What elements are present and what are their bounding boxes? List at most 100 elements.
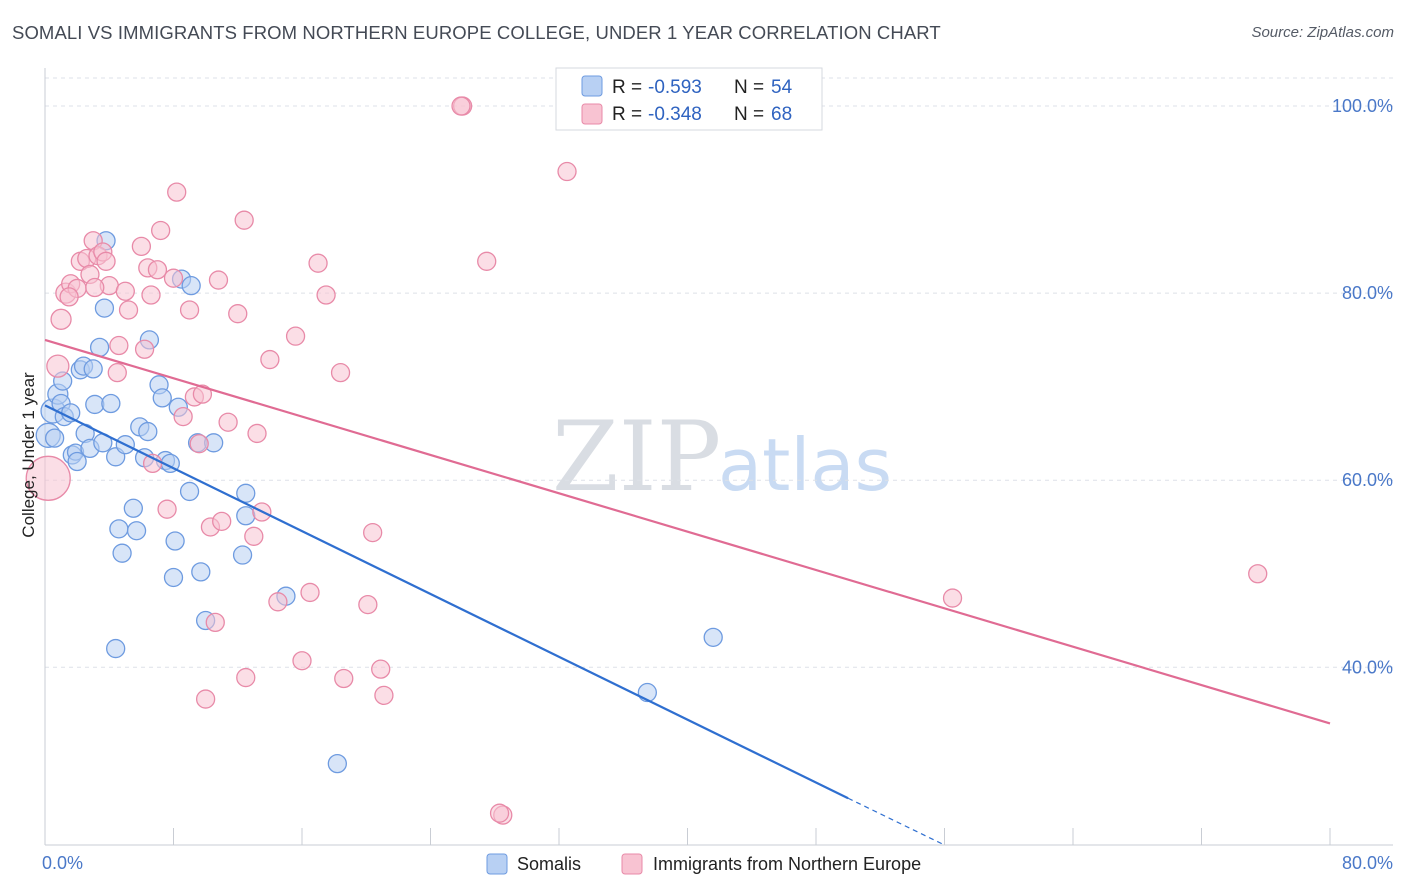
neu-point (167, 182, 187, 202)
neu-point (115, 281, 135, 301)
source-credit: Source: ZipAtlas.com (1251, 24, 1394, 41)
legend-n-label-1: N = (734, 77, 764, 98)
neu-trend-line (44, 338, 1331, 725)
somali-trend-extension (847, 797, 945, 846)
neu-point (50, 308, 72, 330)
neu-point (205, 612, 225, 633)
chart-title: SOMALI VS IMMIGRANTS FROM NORTHERN EUROP… (12, 22, 941, 43)
bottom-legend-swatch-neu (621, 853, 643, 875)
neu-point (260, 349, 280, 370)
neu-point (109, 335, 129, 356)
neu-point (374, 685, 394, 705)
bottom-legend-swatch-somalis (486, 853, 508, 875)
legend-n-value-1: 54 (771, 77, 793, 98)
grid-lines (45, 77, 1393, 668)
neu-point (228, 304, 248, 324)
neu-point (300, 582, 320, 603)
somali-trend-line (44, 404, 849, 800)
neu-point (285, 326, 306, 346)
somali-point (94, 298, 115, 318)
y-tick-label: 80.0% (1342, 283, 1393, 303)
somali-point (101, 393, 121, 414)
data-points (25, 96, 1268, 825)
neu-point (59, 287, 79, 307)
neu-point (157, 499, 177, 519)
somali-point (109, 519, 129, 539)
somali-point (106, 638, 126, 659)
legend-r-value-2: -0.348 (648, 104, 702, 125)
legend-r-label-1: R = (612, 77, 642, 98)
neu-point (163, 268, 184, 288)
somali-point (236, 483, 256, 503)
somali-point (179, 481, 200, 502)
neu-point (1248, 564, 1268, 584)
watermark-atlas: atlas (718, 423, 892, 507)
neu-point (147, 260, 168, 280)
neu-point (134, 339, 155, 359)
axes: 40.0% 60.0% 80.0% 100.0% (44, 68, 1393, 846)
somali-point (191, 562, 211, 582)
neu-point (451, 96, 471, 116)
somali-point (181, 276, 201, 296)
somali-point (236, 506, 256, 526)
somali-point (123, 498, 143, 518)
neu-point (189, 434, 209, 454)
neu-point (118, 300, 139, 320)
y-axis-label: College, Under 1 year (19, 372, 38, 538)
somali-point (85, 394, 105, 415)
neu-point (173, 406, 193, 427)
somali-point (138, 421, 158, 442)
neu-point (330, 362, 351, 383)
neu-point (96, 251, 116, 271)
x-tick-label-min: 0.0% (42, 853, 83, 873)
somali-point (703, 627, 723, 647)
y-tick-label: 100.0% (1332, 96, 1393, 116)
y-tick-label: 60.0% (1342, 470, 1393, 490)
watermark-zip: ZIP (552, 401, 721, 513)
legend-swatch-somalis (581, 75, 603, 97)
y-tick-label: 40.0% (1342, 657, 1393, 677)
bottom-legend: Somalis Immigrants from Northern Europe (486, 853, 921, 875)
bottom-legend-neu: Immigrants from Northern Europe (653, 854, 921, 874)
neu-point (46, 354, 70, 378)
somali-point (44, 428, 65, 448)
somali-point (112, 543, 132, 563)
neu-point (268, 592, 288, 612)
neu-point (236, 667, 256, 688)
somali-point (232, 545, 253, 565)
neu-point (292, 651, 312, 671)
legend-r-label-2: R = (612, 104, 642, 125)
neu-point (477, 251, 497, 271)
neu-point (218, 412, 238, 432)
legend-n-label-2: N = (734, 104, 764, 125)
neu-point (208, 270, 229, 290)
neu-point (557, 161, 577, 182)
neu-point (316, 285, 336, 305)
neu-point (358, 594, 378, 615)
bottom-legend-somalis: Somalis (517, 854, 581, 874)
neu-point (942, 588, 963, 608)
legend-n-value-2: 68 (771, 104, 792, 125)
legend-r-value-1: -0.593 (648, 77, 702, 98)
neu-point (131, 236, 152, 257)
neu-point (363, 522, 383, 543)
somali-point (83, 359, 103, 379)
neu-point (334, 668, 354, 689)
neu-point (107, 362, 127, 383)
neu-point (308, 253, 328, 273)
somali-point (126, 521, 147, 541)
somali-point (327, 753, 347, 774)
trend-lines (44, 338, 1331, 846)
neu-point (192, 384, 213, 404)
somali-point (152, 388, 172, 408)
neu-point (489, 803, 510, 823)
neu-point (195, 689, 216, 709)
neu-point (234, 210, 254, 230)
legend-swatch-neu (581, 103, 603, 125)
neu-point (150, 220, 171, 241)
neu-point (25, 455, 71, 501)
legend: R = -0.593 N = 54 R = -0.348 N = 68 (555, 67, 823, 131)
neu-point (85, 277, 105, 298)
neu-point (179, 300, 200, 320)
